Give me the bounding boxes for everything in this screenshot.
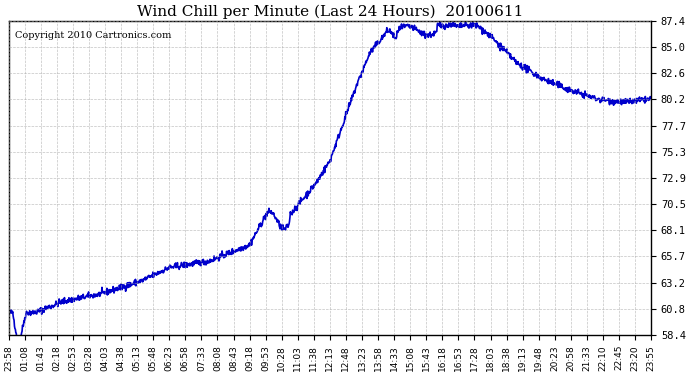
Text: Copyright 2010 Cartronics.com: Copyright 2010 Cartronics.com bbox=[15, 30, 172, 39]
Title: Wind Chill per Minute (Last 24 Hours)  20100611: Wind Chill per Minute (Last 24 Hours) 20… bbox=[137, 4, 523, 18]
